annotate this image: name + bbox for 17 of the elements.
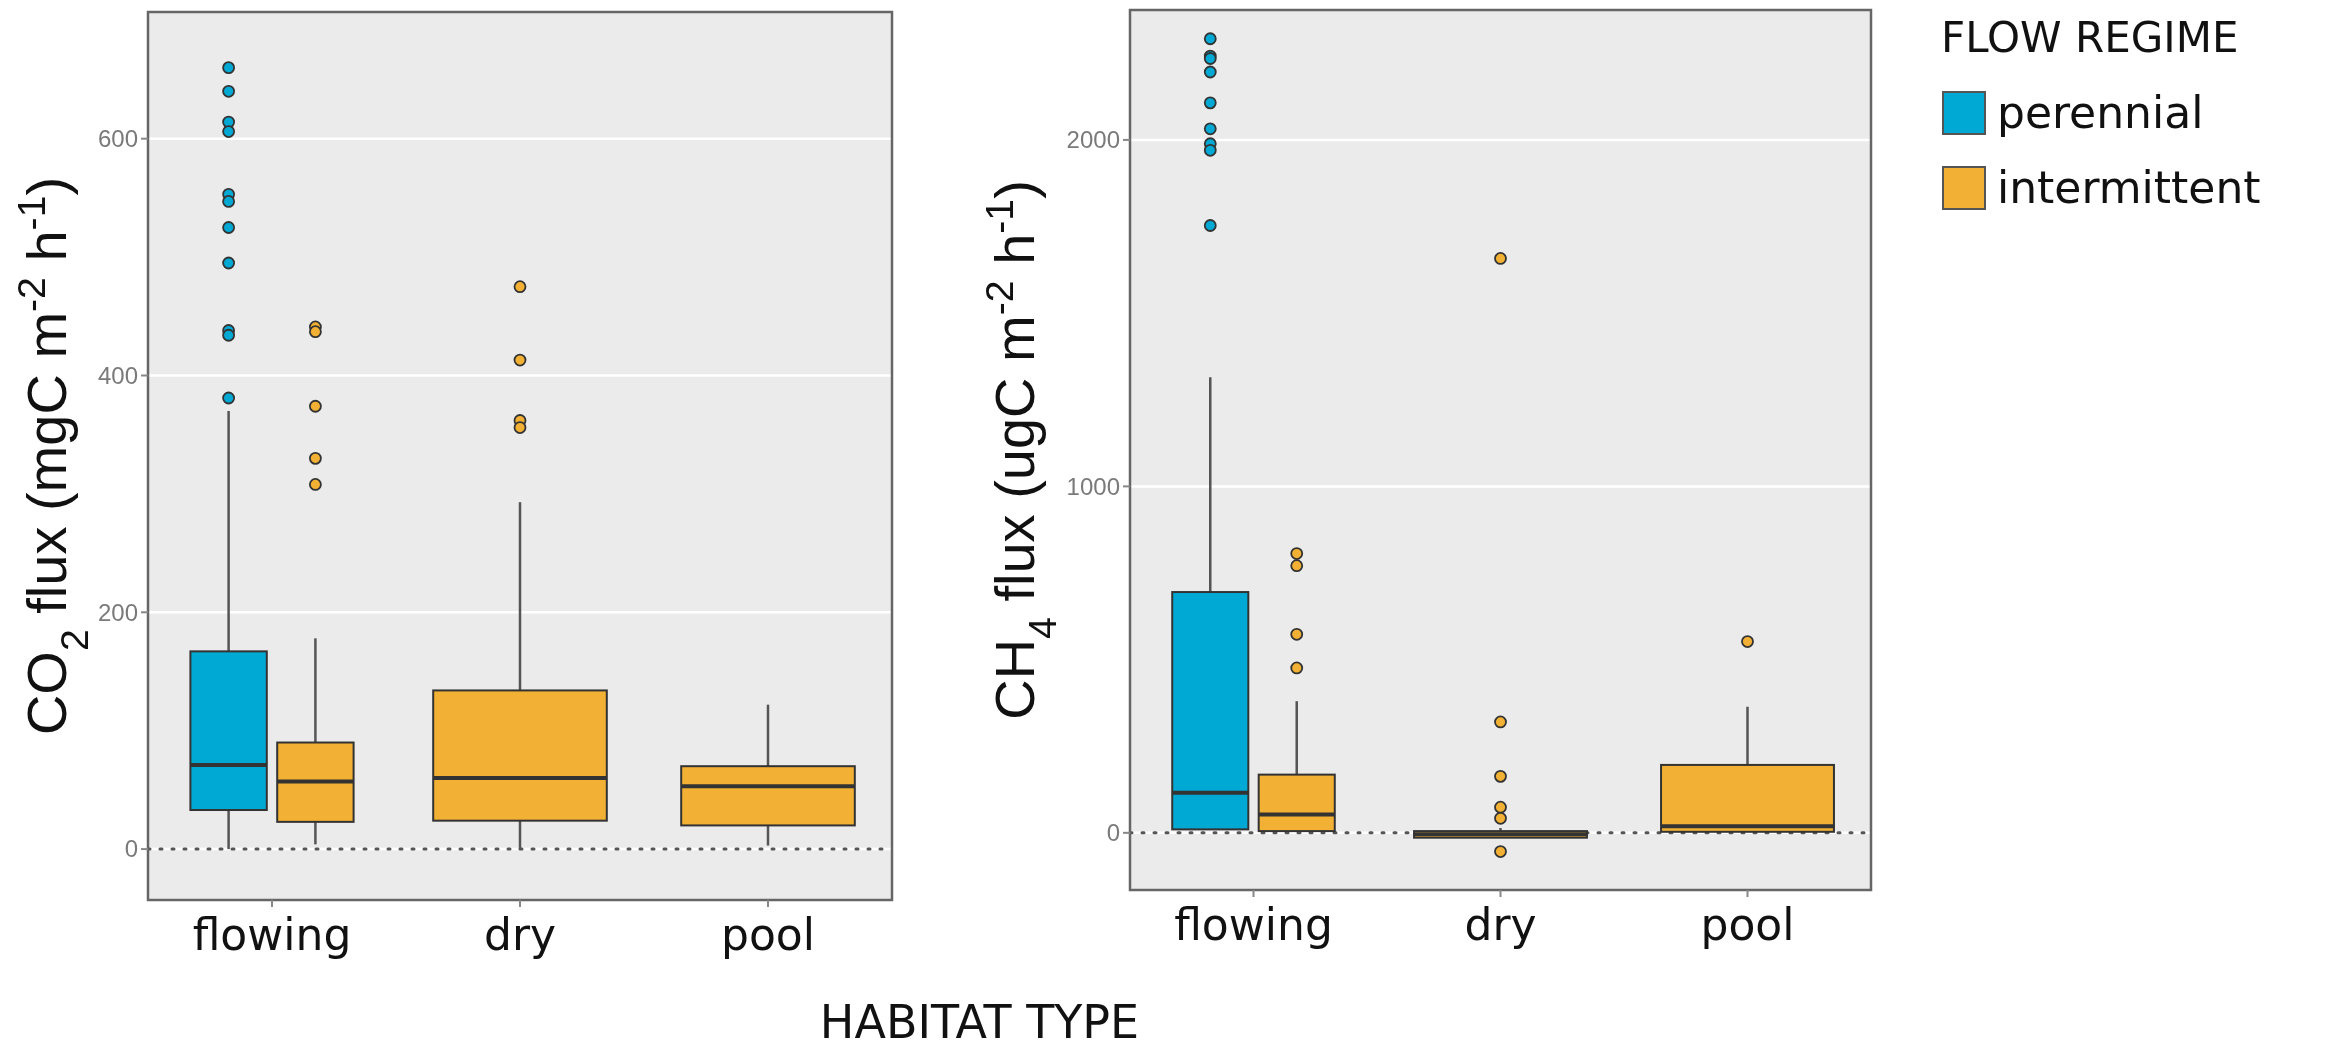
legend-label: perennial [1997,87,2204,139]
y-tick-label: 0 [1106,819,1120,847]
y-tick-label: 200 [97,598,138,626]
y-tick-label: 1000 [1066,472,1120,500]
legend-label: intermittent [1997,162,2261,214]
y-tick-label: 400 [97,361,138,389]
x-tick-label: pool [1700,899,1795,950]
legend-title: FLOW REGIME [1941,13,2239,62]
y-tick-label: 600 [97,125,138,153]
x-axis-title: HABITAT TYPE [819,995,1140,1049]
x-tick-label: dry [483,909,557,960]
y-tick-label: 2000 [1066,126,1120,154]
x-tick-label: dry [1464,899,1537,950]
x-tick-label: flowing [192,909,352,960]
y-tick-label: 0 [124,835,138,863]
x-tick-label: pool [721,909,815,960]
x-tick-label: flowing [1174,899,1333,950]
